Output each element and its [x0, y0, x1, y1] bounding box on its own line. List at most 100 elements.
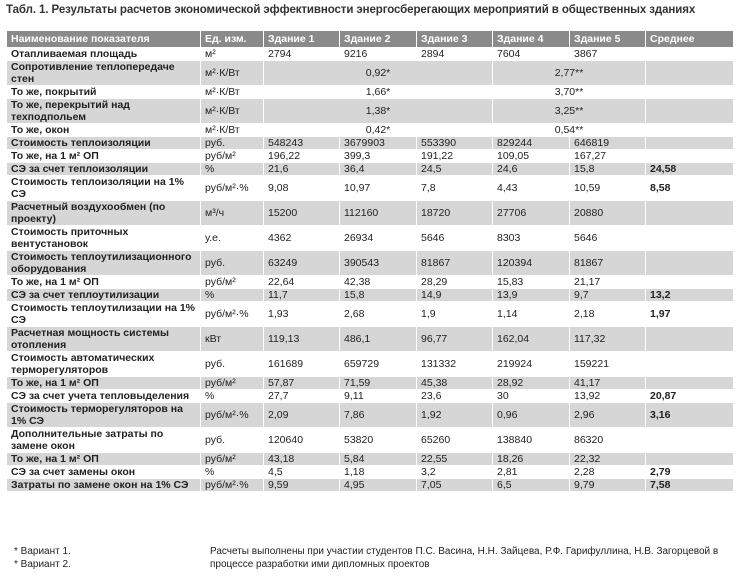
value-cell: 109,05 — [492, 149, 570, 163]
value-cell: 7,05 — [416, 478, 493, 492]
table-row: То же, на 1 м² ОП руб/м² 57,87 71,59 45,38 28… — [6, 376, 734, 390]
column-header: Здание 3 — [416, 30, 493, 48]
unit-cell: руб. — [200, 136, 264, 150]
value-cell: 10,59 — [569, 175, 646, 201]
unit-cell: руб/м² — [200, 275, 264, 289]
value-cell: 27706 — [492, 200, 570, 226]
value-cell: 18,26 — [492, 452, 570, 466]
value-cell: 26934 — [339, 225, 417, 251]
row-label: То же, покрытий — [6, 85, 201, 99]
row-label: Стоимость теплоизоляции на 1% СЭ — [6, 175, 201, 201]
row-label: То же, на 1 м² ОП — [6, 275, 201, 289]
table-row: Стоимость теплоутилизации на 1% СЭ руб/м²… — [6, 301, 734, 327]
average-cell: 24,58 — [645, 162, 734, 176]
average-cell: 2,79 — [645, 465, 734, 479]
average-cell — [645, 250, 734, 276]
column-header: Среднее — [645, 30, 734, 48]
value-cell: 4,5 — [263, 465, 340, 479]
value-cell: 2,09 — [263, 402, 340, 428]
table-row: То же, покрытий м²·К/Вт 1,66* 3,70** — [6, 85, 734, 99]
value-cell: 13,92 — [569, 389, 646, 403]
unit-cell: м²·К/Вт — [200, 85, 264, 99]
table-row: То же, перекрытий над техподпольем м²·К/В… — [6, 98, 734, 124]
average-cell — [645, 136, 734, 150]
column-header: Ед. изм. — [200, 30, 264, 48]
row-label: То же, окон — [6, 123, 201, 137]
average-cell — [645, 326, 734, 352]
column-header: Здание 4 — [492, 30, 570, 48]
value-cell: 119,13 — [263, 326, 340, 352]
value-cell: 9,79 — [569, 478, 646, 492]
value-cell: 96,77 — [416, 326, 493, 352]
column-header: Здание 5 — [569, 30, 646, 48]
unit-cell: % — [200, 288, 264, 302]
table-row: Расчетный воздухообмен (по проекту) м³/ч 1… — [6, 200, 734, 226]
value-cell: 159221 — [569, 351, 646, 377]
row-label: СЭ за счет теплоизоляции — [6, 162, 201, 176]
value-cell: 15,83 — [492, 275, 570, 289]
value-cell: 5,84 — [339, 452, 417, 466]
table-row: СЭ за счет теплоутилизации% 11,7 15,8 14,9 1… — [6, 288, 734, 302]
value-cell: 28,29 — [416, 275, 493, 289]
unit-cell: руб. — [200, 427, 264, 453]
value-cell: 4,95 — [339, 478, 417, 492]
unit-cell: руб/м² — [200, 452, 264, 466]
value-cell: 24,6 — [492, 162, 570, 176]
value-cell: 3679903 — [339, 136, 417, 150]
value-cell: 21,6 — [263, 162, 340, 176]
value-cell: 21,17 — [569, 275, 646, 289]
value-cell: 1,93 — [263, 301, 340, 327]
value-cell: 131332 — [416, 351, 493, 377]
average-cell — [645, 60, 734, 86]
row-label: То же, на 1 м² ОП — [6, 452, 201, 466]
unit-cell: руб. — [200, 250, 264, 276]
table-row: То же, на 1 м² ОП руб/м² 43,18 5,84 22,55 18,… — [6, 452, 734, 466]
row-label: СЭ за счет учета тепловыделения — [6, 389, 201, 403]
average-cell — [645, 452, 734, 466]
value-cell: 43,18 — [263, 452, 340, 466]
unit-cell: руб/м²·% — [200, 402, 264, 428]
value-cell: 219924 — [492, 351, 570, 377]
value-cell: 18720 — [416, 200, 493, 226]
value-cell: 0,96 — [492, 402, 570, 428]
footnote-variant-1: * Вариант 1. — [14, 546, 71, 557]
value-cell: 196,22 — [263, 149, 340, 163]
value-cell: 659729 — [339, 351, 417, 377]
merged-value-variant-2: 3,25** — [492, 98, 646, 124]
value-cell: 6,5 — [492, 478, 570, 492]
table-row: Стоимость приточных вентустановок у.е. 436… — [6, 225, 734, 251]
average-cell — [645, 98, 734, 124]
value-cell: 13,9 — [492, 288, 570, 302]
value-cell: 28,92 — [492, 376, 570, 390]
row-label: Отапливаемая площадь — [6, 47, 201, 61]
value-cell: 112160 — [339, 200, 417, 226]
merged-value-variant-2: 0,54** — [492, 123, 646, 137]
row-label: То же, перекрытий над техподпольем — [6, 98, 201, 124]
average-cell: 8,58 — [645, 175, 734, 201]
average-cell — [645, 200, 734, 226]
value-cell: 117,32 — [569, 326, 646, 352]
value-cell: 2,18 — [569, 301, 646, 327]
value-cell: 45,38 — [416, 376, 493, 390]
value-cell: 120394 — [492, 250, 570, 276]
average-cell — [645, 85, 734, 99]
table-row: СЭ за счет теплоизоляции% 21,6 36,4 24,5 24,… — [6, 162, 734, 176]
average-cell — [645, 351, 734, 377]
value-cell: 9,11 — [339, 389, 417, 403]
value-cell: 27,7 — [263, 389, 340, 403]
value-cell: 8303 — [492, 225, 570, 251]
unit-cell: руб/м² — [200, 149, 264, 163]
unit-cell: % — [200, 162, 264, 176]
value-cell: 486,1 — [339, 326, 417, 352]
table-header-row: Наименование показателя Ед. изм. Здание … — [6, 30, 734, 48]
value-cell: 390543 — [339, 250, 417, 276]
table-row: Отапливаемая площадь м² 2794 9216 2894 7604 38… — [6, 47, 734, 61]
value-cell: 22,32 — [569, 452, 646, 466]
value-cell: 36,4 — [339, 162, 417, 176]
value-cell: 42,38 — [339, 275, 417, 289]
column-header: Здание 1 — [263, 30, 340, 48]
average-cell — [645, 225, 734, 251]
table-caption: Табл. 1. Результаты расчетов экономическ… — [6, 4, 696, 16]
row-label: То же, на 1 м² ОП — [6, 149, 201, 163]
value-cell: 41,17 — [569, 376, 646, 390]
